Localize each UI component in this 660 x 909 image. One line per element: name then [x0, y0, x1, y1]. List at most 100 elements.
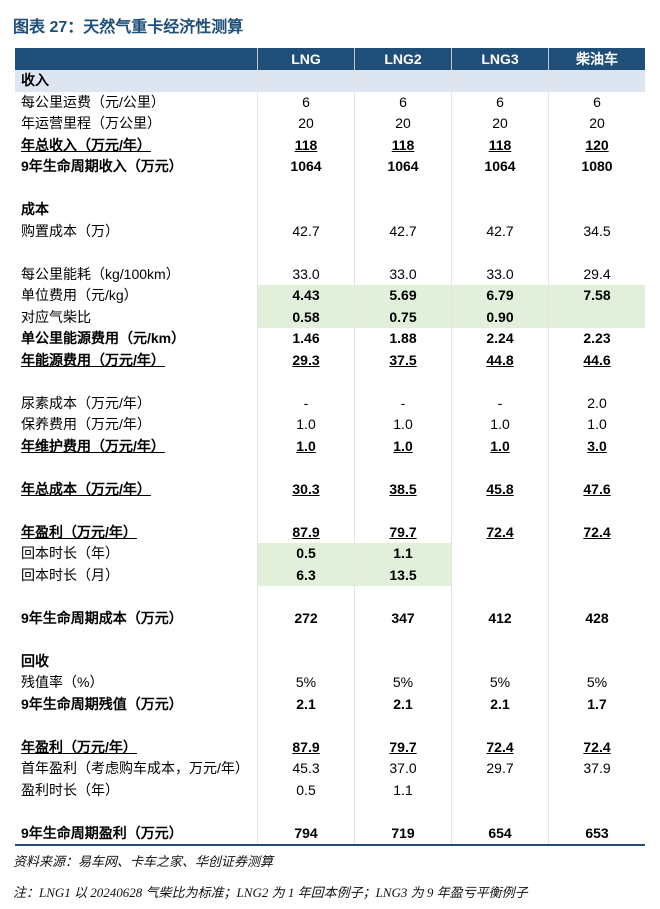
cell-lng: 272 [257, 607, 354, 629]
row-urea-cost: 尿素成本（万元/年） - - - 2.0 [15, 392, 645, 414]
row-annual-revenue: 年总收入（万元/年） 118 118 118 120 [15, 134, 645, 156]
header-lng2: LNG2 [354, 48, 451, 70]
empty-cell [548, 629, 645, 651]
cell-diesel: 72.4 [548, 736, 645, 758]
row-label: 盈利时长（年） [21, 781, 119, 798]
empty-cell [451, 371, 548, 393]
cell-lng: 87.9 [257, 736, 354, 758]
cell-diesel: 44.6 [548, 349, 645, 371]
header-diesel: 柴油车 [548, 48, 645, 70]
cell-lng2: 1.88 [354, 328, 451, 350]
cell-lng2: 1.0 [354, 414, 451, 436]
empty-cell [354, 586, 451, 608]
empty-cell [15, 457, 257, 479]
cell-lng2: 79.7 [354, 736, 451, 758]
cell-lng3: - [451, 392, 548, 414]
cell-lng3: 2.1 [451, 693, 548, 715]
cell-diesel: 7.58 [548, 285, 645, 307]
cell-lng2: 2.1 [354, 693, 451, 715]
header-corner [15, 48, 257, 70]
row-9yr-lifecycle-profit: 9年生命周期盈利（万元） 794 719 654 653 [15, 822, 645, 844]
cell-lng2: 6 [354, 91, 451, 113]
empty-cell [548, 242, 645, 264]
cell-lng3: 6 [451, 91, 548, 113]
empty-cell [354, 199, 451, 221]
empty-cell [354, 70, 451, 92]
empty-cell [354, 650, 451, 672]
section-header-recovery: 回收 [15, 650, 645, 672]
cell-diesel: 428 [548, 607, 645, 629]
cell-lng3: 45.8 [451, 478, 548, 500]
empty-cell [548, 586, 645, 608]
cell-lng2: 13.5 [354, 564, 451, 586]
row-label: 9年生命周期成本（万元） [21, 609, 183, 626]
empty-cell [15, 371, 257, 393]
cell-lng2: 347 [354, 607, 451, 629]
empty-cell [257, 242, 354, 264]
cell-lng: 33.0 [257, 263, 354, 285]
row-label: 9年生命周期残值（万元） [21, 695, 183, 712]
empty-cell [548, 457, 645, 479]
spacer-row [15, 457, 645, 479]
row-label: 回本时长（月） [21, 566, 119, 583]
empty-cell [354, 801, 451, 823]
cell-lng3: 42.7 [451, 220, 548, 242]
row-annual-profit: 年盈利（万元/年） 87.9 79.7 72.4 72.4 [15, 521, 645, 543]
cell-diesel: 3.0 [548, 435, 645, 457]
empty-cell [15, 586, 257, 608]
table-bottom-rule [15, 844, 645, 846]
row-annual-total-cost: 年总成本（万元/年） 30.3 38.5 45.8 47.6 [15, 478, 645, 500]
cell-lng: 118 [257, 134, 354, 156]
empty-cell [354, 500, 451, 522]
empty-cell [548, 543, 645, 565]
cell-diesel: 1.0 [548, 414, 645, 436]
spacer-row [15, 586, 645, 608]
row-label: 年盈利（万元/年） [21, 738, 137, 755]
cell-lng3: 72.4 [451, 521, 548, 543]
cell-lng: 20 [257, 113, 354, 135]
empty-cell [15, 715, 257, 737]
cell-lng3: 2.24 [451, 328, 548, 350]
row-energy-per-100km: 每公里能耗（kg/100km） 33.0 33.0 33.0 29.4 [15, 263, 645, 285]
empty-cell [257, 801, 354, 823]
empty-cell [354, 177, 451, 199]
cell-lng: 30.3 [257, 478, 354, 500]
empty-cell [257, 629, 354, 651]
cell-lng2: 1.1 [354, 543, 451, 565]
row-label: 单位费用（元/kg） [21, 287, 138, 303]
row-energy-cost-per-km: 单公里能源费用（元/km） 1.46 1.88 2.24 2.23 [15, 328, 645, 350]
cell-lng2: 1.1 [354, 779, 451, 801]
empty-cell [354, 715, 451, 737]
cell-diesel: 29.4 [548, 263, 645, 285]
empty-cell [548, 306, 645, 328]
row-label: 年总收入（万元/年） [21, 136, 151, 153]
cell-lng2: 719 [354, 822, 451, 844]
spacer-row [15, 500, 645, 522]
footnote: 注：LNG1 以 20240628 气柴比为标准；LNG2 为 1 年回本例子；… [13, 885, 528, 900]
row-residual-rate: 残值率（%） 5% 5% 5% 5% [15, 672, 645, 694]
cell-lng3: 33.0 [451, 263, 548, 285]
empty-cell [548, 801, 645, 823]
empty-cell [548, 715, 645, 737]
cell-diesel: 47.6 [548, 478, 645, 500]
cell-lng2: 5% [354, 672, 451, 694]
section-header-cost: 成本 [15, 199, 645, 221]
empty-cell [451, 457, 548, 479]
empty-cell [451, 586, 548, 608]
cell-diesel: 34.5 [548, 220, 645, 242]
row-label: 尿素成本（万元/年） [21, 394, 151, 411]
empty-cell [548, 177, 645, 199]
cell-lng2: 79.7 [354, 521, 451, 543]
cell-lng2: 1064 [354, 156, 451, 178]
empty-cell [451, 715, 548, 737]
cell-lng3: 654 [451, 822, 548, 844]
cell-diesel: 653 [548, 822, 645, 844]
empty-cell [354, 629, 451, 651]
spacer-row [15, 177, 645, 199]
figure-title: 图表 27：天然气重卡经济性测算 [13, 19, 244, 36]
cell-lng: 1.0 [257, 414, 354, 436]
empty-cell [257, 199, 354, 221]
cell-lng3: 20 [451, 113, 548, 135]
cell-lng2: 20 [354, 113, 451, 135]
cell-lng: 4.43 [257, 285, 354, 307]
